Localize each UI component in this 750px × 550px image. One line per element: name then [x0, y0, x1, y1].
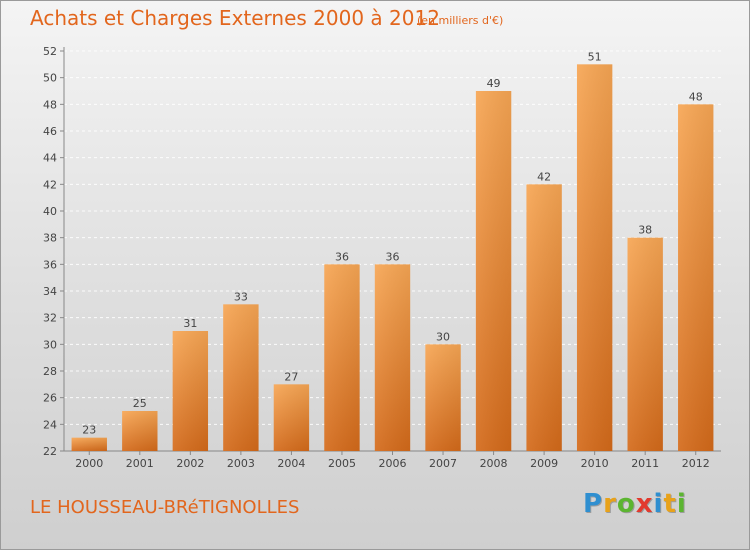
bar-shade [425, 344, 461, 451]
x-tick-label: 2009 [530, 457, 558, 470]
x-tick-label: 2011 [631, 457, 659, 470]
chart-title: Achats et Charges Externes 2000 à 2012 [30, 6, 440, 30]
data-label: 25 [133, 397, 147, 410]
data-label: 49 [487, 77, 501, 90]
y-tick-label: 30 [43, 338, 57, 351]
bar-shade [223, 304, 259, 451]
y-tick-label: 50 [43, 72, 57, 85]
bar-shade [627, 237, 663, 451]
x-tick-label: 2010 [581, 457, 609, 470]
bar-shade [122, 411, 158, 451]
y-tick-label: 26 [43, 392, 57, 405]
y-tick-label: 40 [43, 205, 57, 218]
x-tick-label: 2005 [328, 457, 356, 470]
y-tick-label: 32 [43, 312, 57, 325]
logo-letter: i [653, 489, 664, 519]
y-tick-label: 52 [43, 45, 57, 58]
logo-letter: t [663, 489, 677, 519]
x-tick-label: 2001 [126, 457, 154, 470]
logo-letter: o [616, 489, 636, 519]
bar-shade [71, 437, 107, 451]
commune-name: LE HOUSSEAU-BRéTIGNOLLES [30, 497, 300, 518]
proxiti-logo: Proxiti [583, 489, 687, 519]
bar-shade [475, 91, 512, 451]
data-label: 27 [284, 370, 298, 383]
y-tick-label: 34 [43, 285, 57, 298]
bar-shade [324, 264, 360, 451]
bar-shade [374, 264, 411, 451]
bar-shade [526, 184, 562, 452]
y-tick-label: 38 [43, 232, 57, 245]
logo-letter: r [603, 489, 617, 519]
y-tick-label: 42 [43, 178, 57, 191]
x-tick-label: 2012 [682, 457, 710, 470]
bar-shade [172, 331, 209, 451]
x-tick-label: 2006 [379, 457, 407, 470]
y-tick-label: 48 [43, 98, 57, 111]
bar-shade [273, 384, 310, 451]
data-label: 36 [386, 250, 400, 263]
data-label: 23 [82, 424, 96, 437]
x-tick-label: 2000 [75, 457, 103, 470]
data-label: 42 [537, 170, 551, 183]
data-label: 36 [335, 250, 349, 263]
x-tick-label: 2002 [176, 457, 204, 470]
y-tick-label: 28 [43, 365, 57, 378]
logo-letter: P [583, 489, 604, 519]
data-label: 38 [638, 224, 652, 237]
x-tick-label: 2004 [277, 457, 305, 470]
bar-shade [576, 64, 613, 452]
logo-letter: i [676, 489, 687, 519]
y-tick-label: 44 [43, 152, 57, 165]
data-label: 51 [588, 50, 602, 63]
data-label: 30 [436, 330, 450, 343]
data-label: 48 [689, 90, 703, 103]
x-tick-label: 2008 [480, 457, 508, 470]
y-tick-label: 36 [43, 258, 57, 271]
y-tick-label: 46 [43, 125, 57, 138]
bars [71, 64, 714, 452]
labels: 22 24 26 28 30 32 34 36 38 40 42 44 46 48 50 52 23 2000 25… [43, 45, 710, 470]
y-tick-label: 24 [43, 418, 57, 431]
x-tick-label: 2007 [429, 457, 457, 470]
logo-letter: x [635, 489, 654, 519]
data-label: 31 [183, 317, 197, 330]
x-tick-label: 2003 [227, 457, 255, 470]
bar-shade [678, 104, 714, 451]
chart-unit: (en milliers d'€) [417, 14, 504, 27]
y-tick-label: 22 [43, 445, 57, 458]
data-label: 33 [234, 290, 248, 303]
